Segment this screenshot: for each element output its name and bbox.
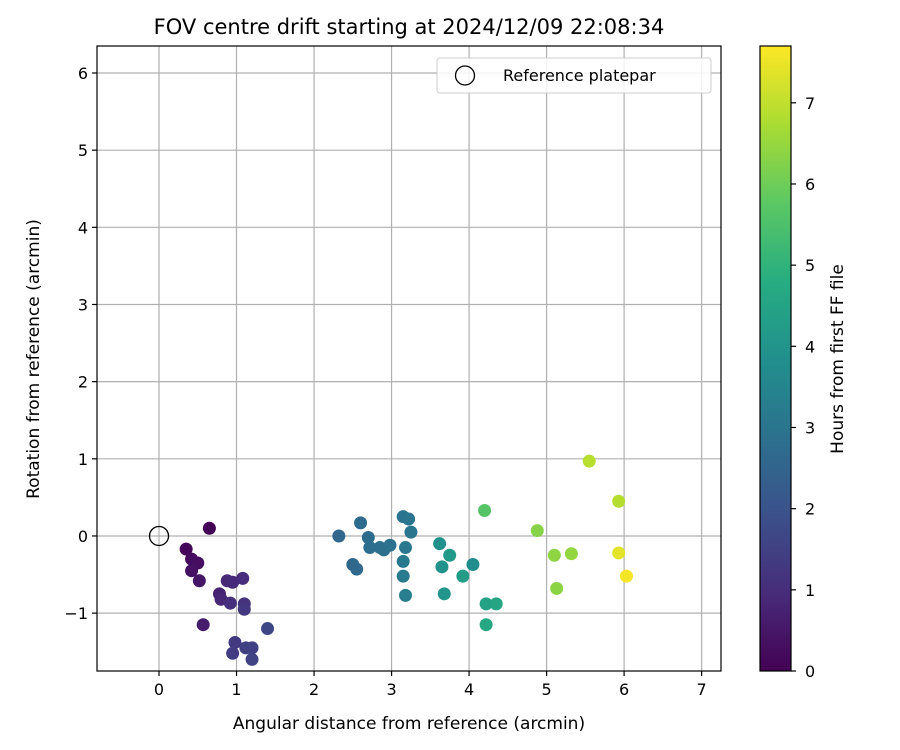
- data-point: [489, 597, 503, 611]
- data-point: [350, 562, 364, 576]
- colorbar-tick-label: 5: [805, 256, 815, 275]
- colorbar-tick-label: 0: [805, 662, 815, 681]
- data-point: [399, 541, 413, 555]
- x-tick-label: 2: [309, 680, 319, 699]
- data-point: [261, 622, 275, 636]
- data-point: [223, 596, 237, 610]
- data-point: [443, 548, 457, 562]
- colorbar-gradient: [760, 46, 791, 671]
- data-point: [530, 524, 544, 538]
- data-point: [202, 521, 216, 535]
- y-tick-label: 3: [78, 295, 88, 314]
- x-axis-label: Angular distance from reference (arcmin): [233, 714, 585, 734]
- data-point: [612, 494, 626, 508]
- data-point: [239, 641, 253, 655]
- data-point: [396, 554, 410, 568]
- y-tick-label: 2: [78, 373, 88, 392]
- data-point: [396, 569, 410, 583]
- colorbar-label: Hours from first FF file: [828, 264, 848, 454]
- data-point: [564, 547, 578, 561]
- colorbar-tick-label: 3: [805, 418, 815, 437]
- data-point: [361, 531, 375, 545]
- colorbar-tick-label: 1: [805, 581, 815, 600]
- y-tick-label: 4: [78, 218, 88, 237]
- data-point: [479, 597, 493, 611]
- x-tick-label: 1: [231, 680, 241, 699]
- data-point: [354, 516, 368, 530]
- data-point: [226, 646, 240, 660]
- colorbar-tick-label: 2: [805, 500, 815, 519]
- data-point: [479, 618, 493, 632]
- colorbar-tick-label: 7: [805, 94, 815, 113]
- chart-title: FOV centre drift starting at 2024/12/09 …: [154, 15, 665, 39]
- data-point: [550, 581, 564, 595]
- data-point: [582, 454, 596, 468]
- x-tick-label: 5: [541, 680, 551, 699]
- x-tick-label: 6: [619, 680, 629, 699]
- data-point: [433, 537, 447, 551]
- data-point: [404, 525, 418, 539]
- colorbar-tick-label: 6: [805, 175, 815, 194]
- colorbar: 0 1 2 3 4 5 6 7: [759, 45, 815, 681]
- colorbar-frame: [759, 45, 792, 672]
- data-point: [226, 575, 240, 589]
- plot-frame: [96, 45, 722, 672]
- data-point: [196, 618, 210, 632]
- x-tick-label: 4: [464, 680, 474, 699]
- data-point: [466, 558, 480, 572]
- data-point: [612, 546, 626, 560]
- y-tick-label: 6: [78, 64, 88, 83]
- reference-platepar-marker: [148, 525, 170, 547]
- data-point: [399, 588, 413, 602]
- data-point: [547, 548, 561, 562]
- data-point: [435, 560, 449, 574]
- x-tick-label: 0: [154, 680, 164, 699]
- x-tick-label: 7: [697, 680, 707, 699]
- data-point: [185, 564, 199, 578]
- data-point: [192, 574, 206, 588]
- y-tick-label: −1: [64, 604, 88, 623]
- legend: Reference platepar: [436, 57, 712, 94]
- legend-entry: Reference platepar: [503, 66, 656, 85]
- data-point: [478, 504, 492, 518]
- colorbar-tick-label: 4: [805, 337, 815, 356]
- data-point: [437, 587, 451, 601]
- data-point: [179, 542, 193, 556]
- data-point: [236, 571, 250, 585]
- data-point: [619, 569, 633, 583]
- data-point: [228, 635, 242, 649]
- plot-area: 0 1 2 3 4 5 6 7 −1 0 1 2 3 4 5 6 Reference platepar: [64, 45, 722, 699]
- data-point: [245, 652, 259, 666]
- data-point: [402, 512, 416, 526]
- y-tick-label: 5: [78, 141, 88, 160]
- data-point: [383, 538, 397, 552]
- x-tick-label: 3: [386, 680, 396, 699]
- data-point: [332, 529, 346, 543]
- data-point: [237, 602, 251, 616]
- data-point: [456, 569, 470, 583]
- y-tick-label: 0: [78, 527, 88, 546]
- y-tick-label: 1: [78, 450, 88, 469]
- data-point: [363, 541, 377, 555]
- legend-marker: [454, 65, 476, 86]
- legend-box: [436, 57, 712, 94]
- y-axis-label: Rotation from reference (arcmin): [24, 219, 44, 499]
